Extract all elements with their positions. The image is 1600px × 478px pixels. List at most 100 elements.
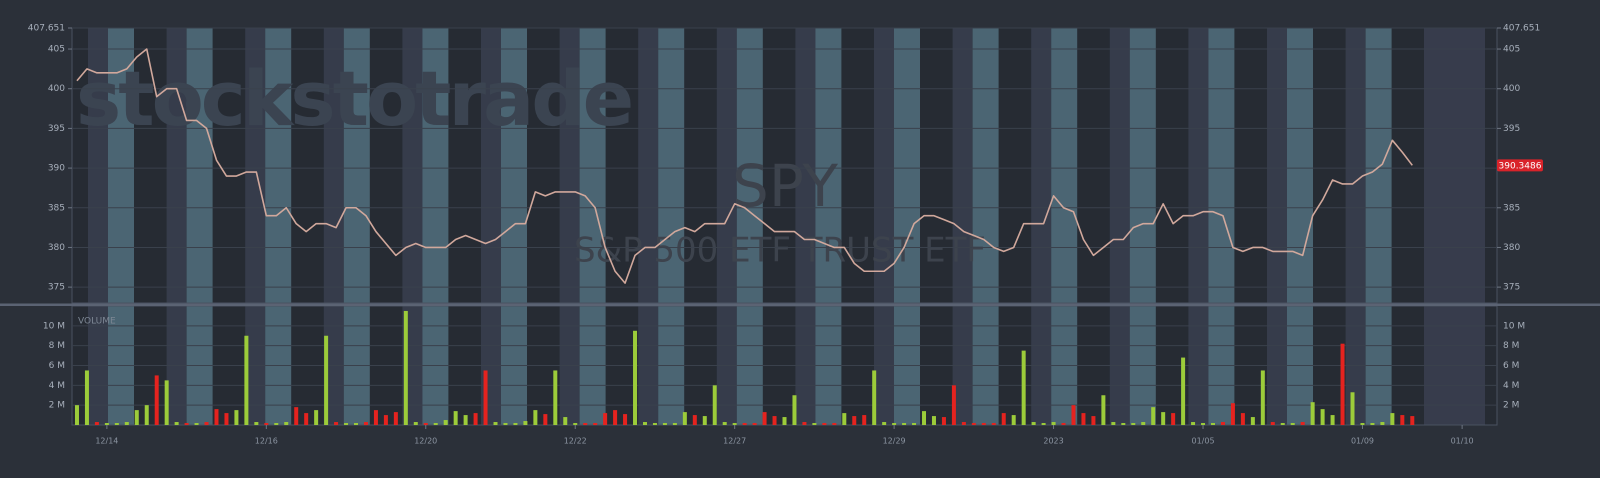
y2-tick-label: 6 M xyxy=(49,361,65,371)
premarket-band xyxy=(1365,28,1392,303)
premarket-band xyxy=(186,28,213,303)
volume-bar xyxy=(1071,405,1076,425)
volume-bar xyxy=(1410,416,1415,425)
last-price-label: 390.3486 xyxy=(1499,161,1542,171)
volume-bar xyxy=(94,422,99,425)
volume-bar xyxy=(1031,422,1036,425)
volume-bar xyxy=(334,422,339,425)
extended-hours-band xyxy=(638,28,659,303)
extended-hours-band xyxy=(1188,28,1209,303)
volume-bar xyxy=(802,422,807,425)
volume-bar xyxy=(443,420,448,425)
volume-bar xyxy=(702,416,707,425)
volume-bar xyxy=(842,413,847,425)
volume-bar xyxy=(633,330,638,425)
premarket-band xyxy=(658,28,685,303)
volume-bar xyxy=(453,411,458,425)
volume-bar xyxy=(264,423,269,425)
premarket-band xyxy=(1129,28,1156,303)
y-tick-label: 375 xyxy=(48,283,65,293)
volume-bar xyxy=(134,410,139,425)
y2-tick-label: 4 M xyxy=(49,381,65,391)
watermark: stockstotrade xyxy=(76,54,631,143)
future-band xyxy=(1424,28,1485,303)
volume-bar xyxy=(1131,423,1136,425)
volume-bar xyxy=(1220,422,1225,425)
volume-bar xyxy=(463,415,468,425)
volume-bar xyxy=(254,422,259,425)
volume-bar xyxy=(613,410,618,425)
volume-bar xyxy=(1091,416,1096,425)
volume-bar xyxy=(224,413,229,425)
volume-bar xyxy=(742,423,747,425)
volume-bar xyxy=(74,405,79,425)
volume-bar xyxy=(1230,403,1235,425)
volume-bar xyxy=(732,423,737,425)
volume-bar xyxy=(214,409,219,425)
y2-tick-label: 4 M xyxy=(1503,381,1519,391)
volume-bar xyxy=(1270,422,1275,425)
volume-bar xyxy=(1161,412,1166,425)
volume-bar xyxy=(304,413,309,425)
y-tick-label: 407.651 xyxy=(28,24,65,34)
premarket-band xyxy=(972,28,999,303)
volume-bar xyxy=(931,416,936,425)
extended-hours-band xyxy=(323,28,344,303)
volume-bar xyxy=(533,410,538,425)
y2-tick-label: 8 M xyxy=(1503,341,1519,351)
y-tick-label: 395 xyxy=(48,124,65,134)
volume-bar xyxy=(104,423,109,425)
volume-bar xyxy=(1360,423,1365,425)
x-tick-label: 12/20 xyxy=(414,437,437,446)
volume-bar xyxy=(812,423,817,425)
volume-bar xyxy=(623,414,628,425)
volume-bar xyxy=(951,385,956,425)
y-tick-label: 400 xyxy=(1503,84,1520,94)
y-tick-label: 375 xyxy=(1503,283,1520,293)
volume-bar xyxy=(652,423,657,425)
volume-bar xyxy=(961,422,966,425)
volume-bar xyxy=(682,412,687,425)
volume-bar xyxy=(712,385,717,425)
volume-bar xyxy=(114,423,119,425)
y-tick-label: 380 xyxy=(1503,243,1520,253)
volume-bar xyxy=(1061,423,1066,425)
volume-bar xyxy=(543,414,548,425)
extended-hours-band xyxy=(874,28,894,303)
x-tick-label: 12/14 xyxy=(95,437,118,446)
volume-bar xyxy=(1350,392,1355,425)
volume-bar xyxy=(174,422,179,425)
y2-tick-label: 2 M xyxy=(49,401,65,411)
extended-hours-band xyxy=(1267,28,1287,303)
volume-bar xyxy=(513,423,518,425)
volume-bar xyxy=(1400,415,1405,425)
premarket-band xyxy=(108,28,134,303)
extended-hours-band xyxy=(88,28,108,303)
volume-bar xyxy=(1390,413,1395,425)
volume-bar xyxy=(1021,350,1026,425)
volume-bar xyxy=(1191,422,1196,425)
premarket-band xyxy=(1208,28,1235,303)
x-tick-label: 12/29 xyxy=(883,437,906,446)
price-line xyxy=(76,48,1413,284)
volume-bar xyxy=(1370,423,1375,425)
y2-tick-label: 6 M xyxy=(1503,361,1519,371)
x-tick-label: 12/22 xyxy=(564,437,587,446)
premarket-band xyxy=(501,28,527,303)
volume-bar xyxy=(573,423,578,425)
volume-bar xyxy=(752,423,757,425)
extended-hours-band xyxy=(952,28,973,303)
extended-hours-band xyxy=(481,28,501,303)
chart-title: SPY xyxy=(732,152,839,220)
y2-tick-label: 8 M xyxy=(49,341,65,351)
extended-hours-band xyxy=(402,28,423,303)
volume-bar xyxy=(662,423,667,425)
volume-bar xyxy=(782,417,787,425)
premarket-band xyxy=(1051,28,1078,303)
volume-bar xyxy=(1111,422,1116,425)
volume-bar xyxy=(473,413,478,425)
x-tick-label: 01/05 xyxy=(1192,437,1215,446)
volume-bar xyxy=(593,423,598,425)
volume-bar xyxy=(672,423,677,425)
volume-bar xyxy=(892,423,897,425)
